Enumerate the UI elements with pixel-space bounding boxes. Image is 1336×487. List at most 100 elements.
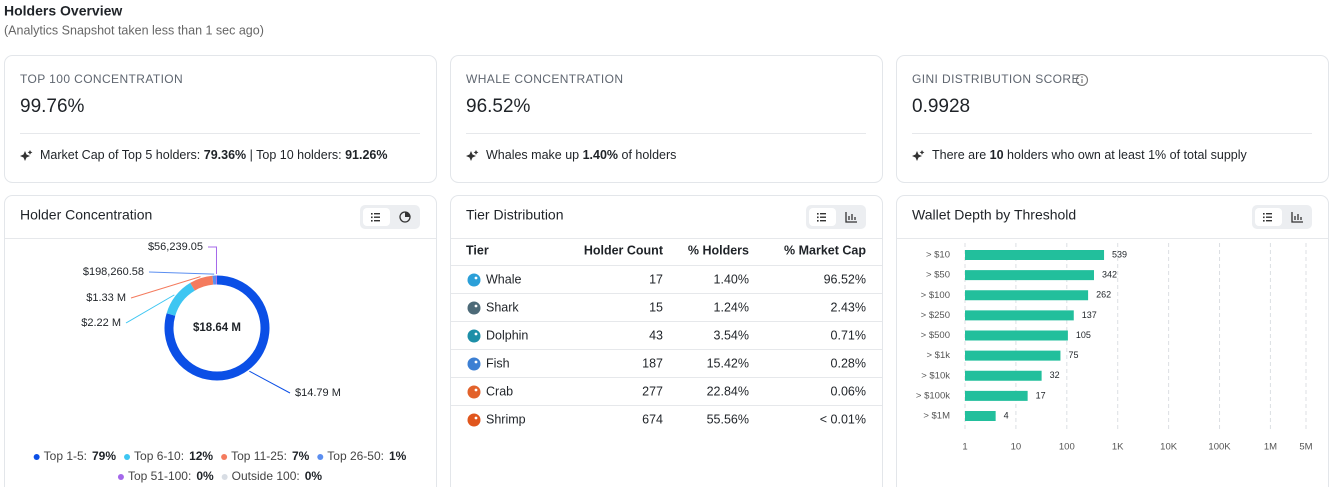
x-tick-label: 10K [1160, 442, 1178, 453]
stat-label: TOP 100 CONCENTRATION [20, 72, 183, 86]
list-icon[interactable] [1263, 213, 1265, 215]
stat-note-text: holders who own at least 1% of total sup… [1004, 148, 1248, 162]
list-icon[interactable] [371, 216, 373, 219]
stat-note-text: Market Cap of Top 5 holders: [40, 148, 204, 162]
table-header: % Holders [688, 243, 749, 257]
legend-item: Top 1-5: 79% [33, 449, 116, 463]
list-icon[interactable] [374, 213, 380, 215]
y-tick-label: > $10 [926, 250, 950, 261]
bar [965, 290, 1089, 301]
stat-label: GINI DISTRIBUTION SCORE [912, 72, 1080, 86]
info-dot[interactable] [1081, 76, 1083, 78]
stat-card [4, 55, 437, 183]
bar-value-label: 539 [1112, 249, 1127, 259]
info-icon[interactable] [1075, 73, 1089, 87]
y-tick-label: > $1k [926, 350, 950, 361]
list-icon[interactable] [820, 213, 826, 215]
sparkle-icon [27, 150, 33, 155]
table-cell: 3.54% [714, 328, 749, 342]
tier-icon-eye [474, 416, 478, 420]
table-cell: 0.28% [831, 356, 866, 370]
list-icon[interactable] [1266, 213, 1272, 215]
table-header: Holder Count [584, 243, 664, 257]
legend-label: Top 11-25: [231, 449, 287, 463]
legend-label: Top 26-50: [327, 449, 384, 463]
segment-label: $2.22 M [81, 317, 121, 329]
tier-name: Fish [486, 356, 510, 370]
stat-card [450, 55, 883, 183]
pie-icon[interactable] [405, 212, 410, 217]
list-icon[interactable] [374, 220, 380, 222]
list-icon[interactable] [817, 216, 819, 219]
stat-note-emphasis: 1.40% [583, 148, 618, 162]
donut-segment [164, 275, 270, 381]
bar-value-label: 262 [1096, 290, 1111, 300]
x-tick-label: 100 [1059, 442, 1075, 453]
bar-value-label: 137 [1082, 310, 1097, 320]
panel-title: Wallet Depth by Threshold [912, 207, 1076, 223]
segment-label: $1.33 M [86, 292, 126, 304]
bar-value-label: 342 [1102, 270, 1117, 280]
sparkle-icon [912, 151, 922, 161]
segment-label: $56,239.05 [148, 241, 203, 253]
tier-icon-eye [474, 304, 478, 308]
bar-value-label: 105 [1076, 330, 1091, 340]
sparkle-icon [466, 151, 476, 161]
chart-icon[interactable] [1291, 212, 1303, 223]
table-cell: 15 [649, 300, 663, 314]
list-icon[interactable] [820, 220, 826, 222]
list-icon[interactable] [371, 213, 373, 215]
bar-value-label: 17 [1036, 390, 1046, 400]
bar [965, 250, 1105, 260]
legend-share: 1% [389, 449, 407, 463]
list-icon[interactable] [1266, 220, 1272, 222]
tier-name: Shark [486, 300, 519, 314]
x-tick-label: 1K [1112, 442, 1124, 453]
tier-name: Shrimp [486, 412, 526, 426]
legend-label: Top 51-100: [128, 469, 191, 483]
panel-card [896, 195, 1329, 487]
table-cell: < 0.01% [820, 412, 866, 426]
stat-note: Whales make up 1.40% of holders [486, 148, 676, 162]
bar-value-label: 75 [1068, 350, 1078, 360]
list-icon[interactable] [817, 220, 819, 222]
tier-name: Whale [486, 272, 521, 286]
list-icon[interactable] [817, 213, 819, 215]
bar [965, 350, 1061, 361]
legend-item: Outside 100: 0% [221, 469, 322, 483]
stat-value: 0.9928 [912, 96, 970, 117]
panel-card [450, 195, 883, 487]
tier-icon [467, 357, 481, 371]
legend-dot [33, 454, 40, 460]
leader-line [125, 294, 175, 324]
legend-item: Top 26-50: 1% [317, 449, 407, 463]
stat-note: There are 10 holders who own at least 1%… [932, 148, 1248, 162]
table-cell: 15.42% [707, 356, 749, 370]
info-circle[interactable] [1075, 73, 1089, 87]
list-icon[interactable] [1263, 216, 1265, 219]
tier-icon [467, 273, 481, 287]
x-tick-label: 100K [1208, 442, 1231, 453]
list-icon[interactable] [1263, 220, 1265, 222]
bar [965, 390, 1028, 401]
list-icon[interactable] [371, 220, 373, 222]
y-tick-label: > $10k [921, 370, 950, 381]
y-tick-label: > $250 [921, 310, 950, 321]
table-cell: 674 [642, 412, 663, 426]
y-tick-label: > $50 [926, 270, 950, 281]
list-icon[interactable] [820, 216, 826, 218]
tier-icon [467, 385, 481, 399]
bar [965, 310, 1074, 321]
segment-label: $14.79 M [295, 387, 341, 399]
tier-icon [467, 413, 481, 427]
stat-value: 99.76% [20, 96, 85, 117]
tier-icon-eye [474, 360, 478, 364]
chart-icon[interactable] [845, 212, 857, 223]
list-icon[interactable] [1266, 216, 1272, 218]
stat-note-emphasis: 91.26% [345, 148, 387, 162]
list-icon[interactable] [374, 216, 380, 218]
legend-share: 7% [292, 449, 310, 463]
y-tick-label: > $100k [916, 390, 950, 401]
stat-note-text: Whales make up [486, 148, 583, 162]
bar-value-label: 4 [1004, 410, 1009, 420]
